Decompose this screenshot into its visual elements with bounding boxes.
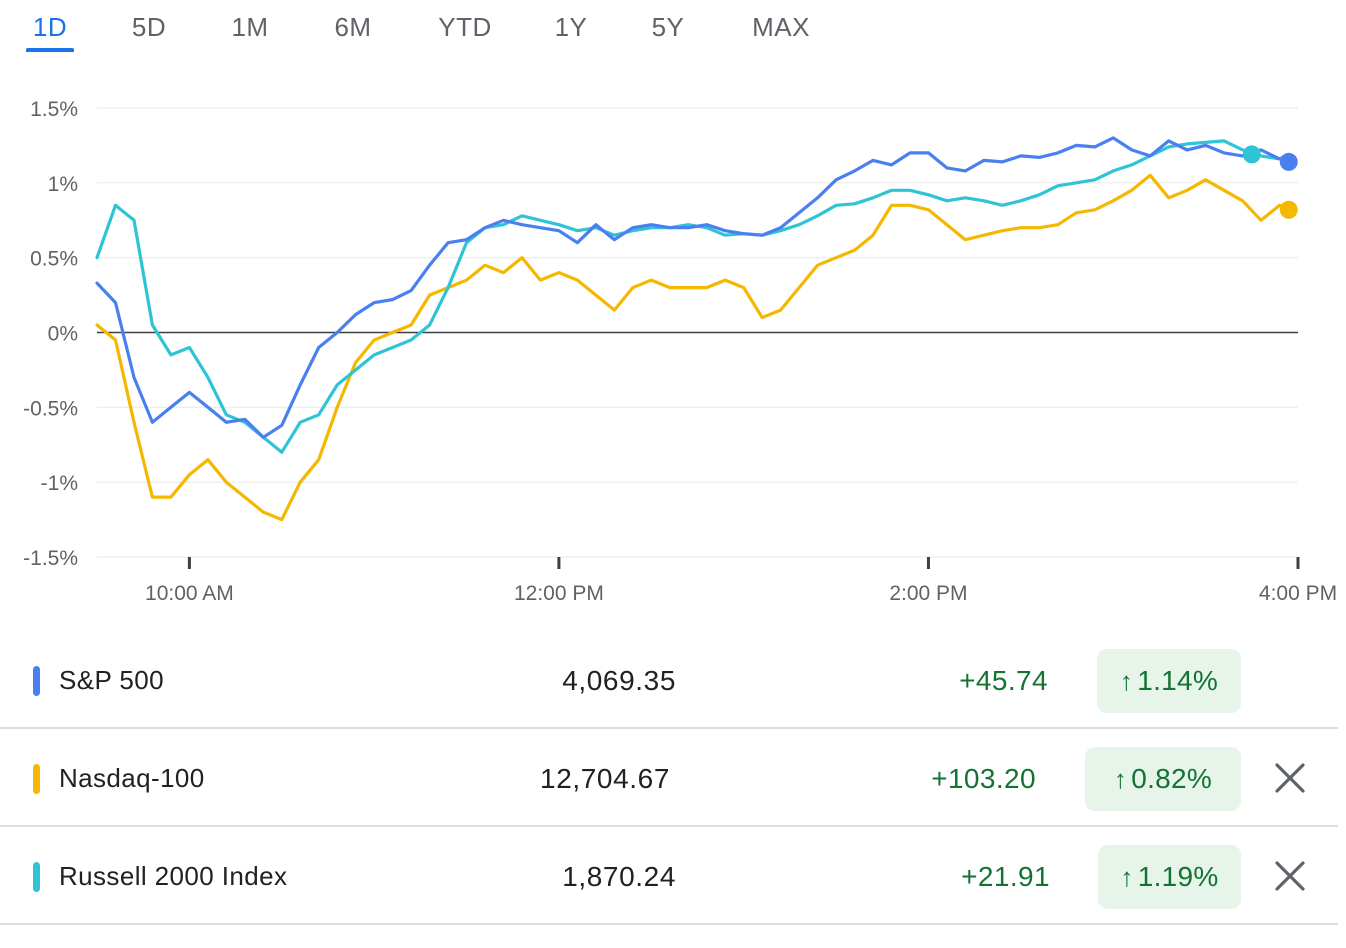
series-end-dot-sp500	[1279, 152, 1298, 171]
arrow-up-icon: ↑	[1113, 763, 1128, 794]
percent-change-value: 1.14%	[1137, 665, 1219, 696]
y-tick-label: 0%	[48, 323, 78, 346]
grid-lines	[97, 107, 1298, 558]
index-name[interactable]: Nasdaq-100	[59, 763, 205, 793]
tab-max[interactable]: MAX	[752, 12, 810, 42]
index-row-nasdaq100[interactable]: Nasdaq-100 12,704.67 +103.20 ↑ 0.82%	[0, 730, 1346, 827]
y-tick-label: -1.5%	[23, 547, 78, 570]
tab-5d[interactable]: 5D	[131, 12, 167, 42]
row-divider	[0, 923, 1338, 925]
percent-change-badge: ↑ 1.14%	[1097, 649, 1241, 713]
arrow-up-icon: ↑	[1119, 665, 1134, 696]
index-price: 4,069.35	[562, 665, 676, 696]
row-divider	[0, 727, 1338, 729]
y-axis-ticks: 1.5% 1% 0.5% 0% -0.5% -1% -1.5%	[23, 98, 78, 570]
tab-6m[interactable]: 6M	[334, 12, 372, 42]
series-color-swatch	[33, 666, 40, 696]
percent-change-badge: ↑ 1.19%	[1098, 845, 1241, 909]
close-icon[interactable]	[1270, 856, 1310, 896]
index-row-russell2000[interactable]: Russell 2000 Index 1,870.24 +21.91 ↑ 1.1…	[0, 828, 1346, 925]
series-end-dot-nasdaq100	[1279, 200, 1298, 219]
percent-change-badge: ↑ 0.82%	[1085, 747, 1241, 811]
x-axis-ticks: 10:00 AM 12:00 PM 2:00 PM 4:00 PM	[145, 557, 1337, 605]
row-divider	[0, 825, 1338, 827]
y-tick-label: 1%	[48, 173, 78, 196]
series-lines	[95, 136, 1291, 522]
active-tab-indicator	[26, 48, 74, 52]
series-line-sp500	[95, 136, 1291, 439]
tab-ytd[interactable]: YTD	[438, 12, 492, 42]
x-tick-label: 4:00 PM	[1259, 582, 1337, 605]
series-end-markers	[1242, 145, 1298, 219]
index-row-sp500[interactable]: S&P 500 4,069.35 +45.74 ↑ 1.14%	[0, 632, 1346, 729]
tab-1m[interactable]: 1M	[231, 12, 269, 42]
index-comparison-chart[interactable]: 1.5% 1% 0.5% 0% -0.5% -1% -1.5% 10:00 AM 12:00 …	[0, 70, 1346, 620]
tab-1d[interactable]: 1D	[32, 12, 68, 42]
tab-1y[interactable]: 1Y	[554, 12, 588, 42]
range-tabs: 1D 5D 1M 6M YTD 1Y 5Y MAX	[0, 0, 1346, 60]
tab-5y[interactable]: 5Y	[651, 12, 685, 42]
series-color-swatch	[33, 764, 40, 794]
index-price: 12,704.67	[540, 763, 670, 794]
series-color-swatch	[33, 862, 40, 892]
y-tick-label: 0.5%	[30, 248, 78, 271]
arrow-up-icon: ↑	[1120, 861, 1134, 892]
y-tick-label: -0.5%	[23, 397, 78, 420]
percent-change-value: 1.19%	[1137, 861, 1219, 892]
index-change: +21.91	[961, 861, 1050, 892]
index-name[interactable]: Russell 2000 Index	[59, 861, 288, 891]
y-tick-label: -1%	[41, 472, 78, 495]
x-tick-label: 2:00 PM	[889, 582, 967, 605]
index-change: +103.20	[931, 763, 1036, 794]
index-price: 1,870.24	[562, 861, 676, 892]
x-tick-label: 12:00 PM	[514, 582, 604, 605]
y-tick-label: 1.5%	[30, 98, 78, 121]
percent-change-value: 0.82%	[1131, 763, 1213, 794]
series-line-nasdaq100	[95, 173, 1291, 522]
close-icon[interactable]	[1270, 758, 1310, 798]
index-name[interactable]: S&P 500	[59, 665, 164, 695]
index-change: +45.74	[959, 665, 1048, 696]
series-end-dot-russell2000	[1242, 145, 1261, 164]
x-tick-label: 10:00 AM	[145, 582, 234, 605]
series-line-russell2000	[95, 139, 1291, 454]
